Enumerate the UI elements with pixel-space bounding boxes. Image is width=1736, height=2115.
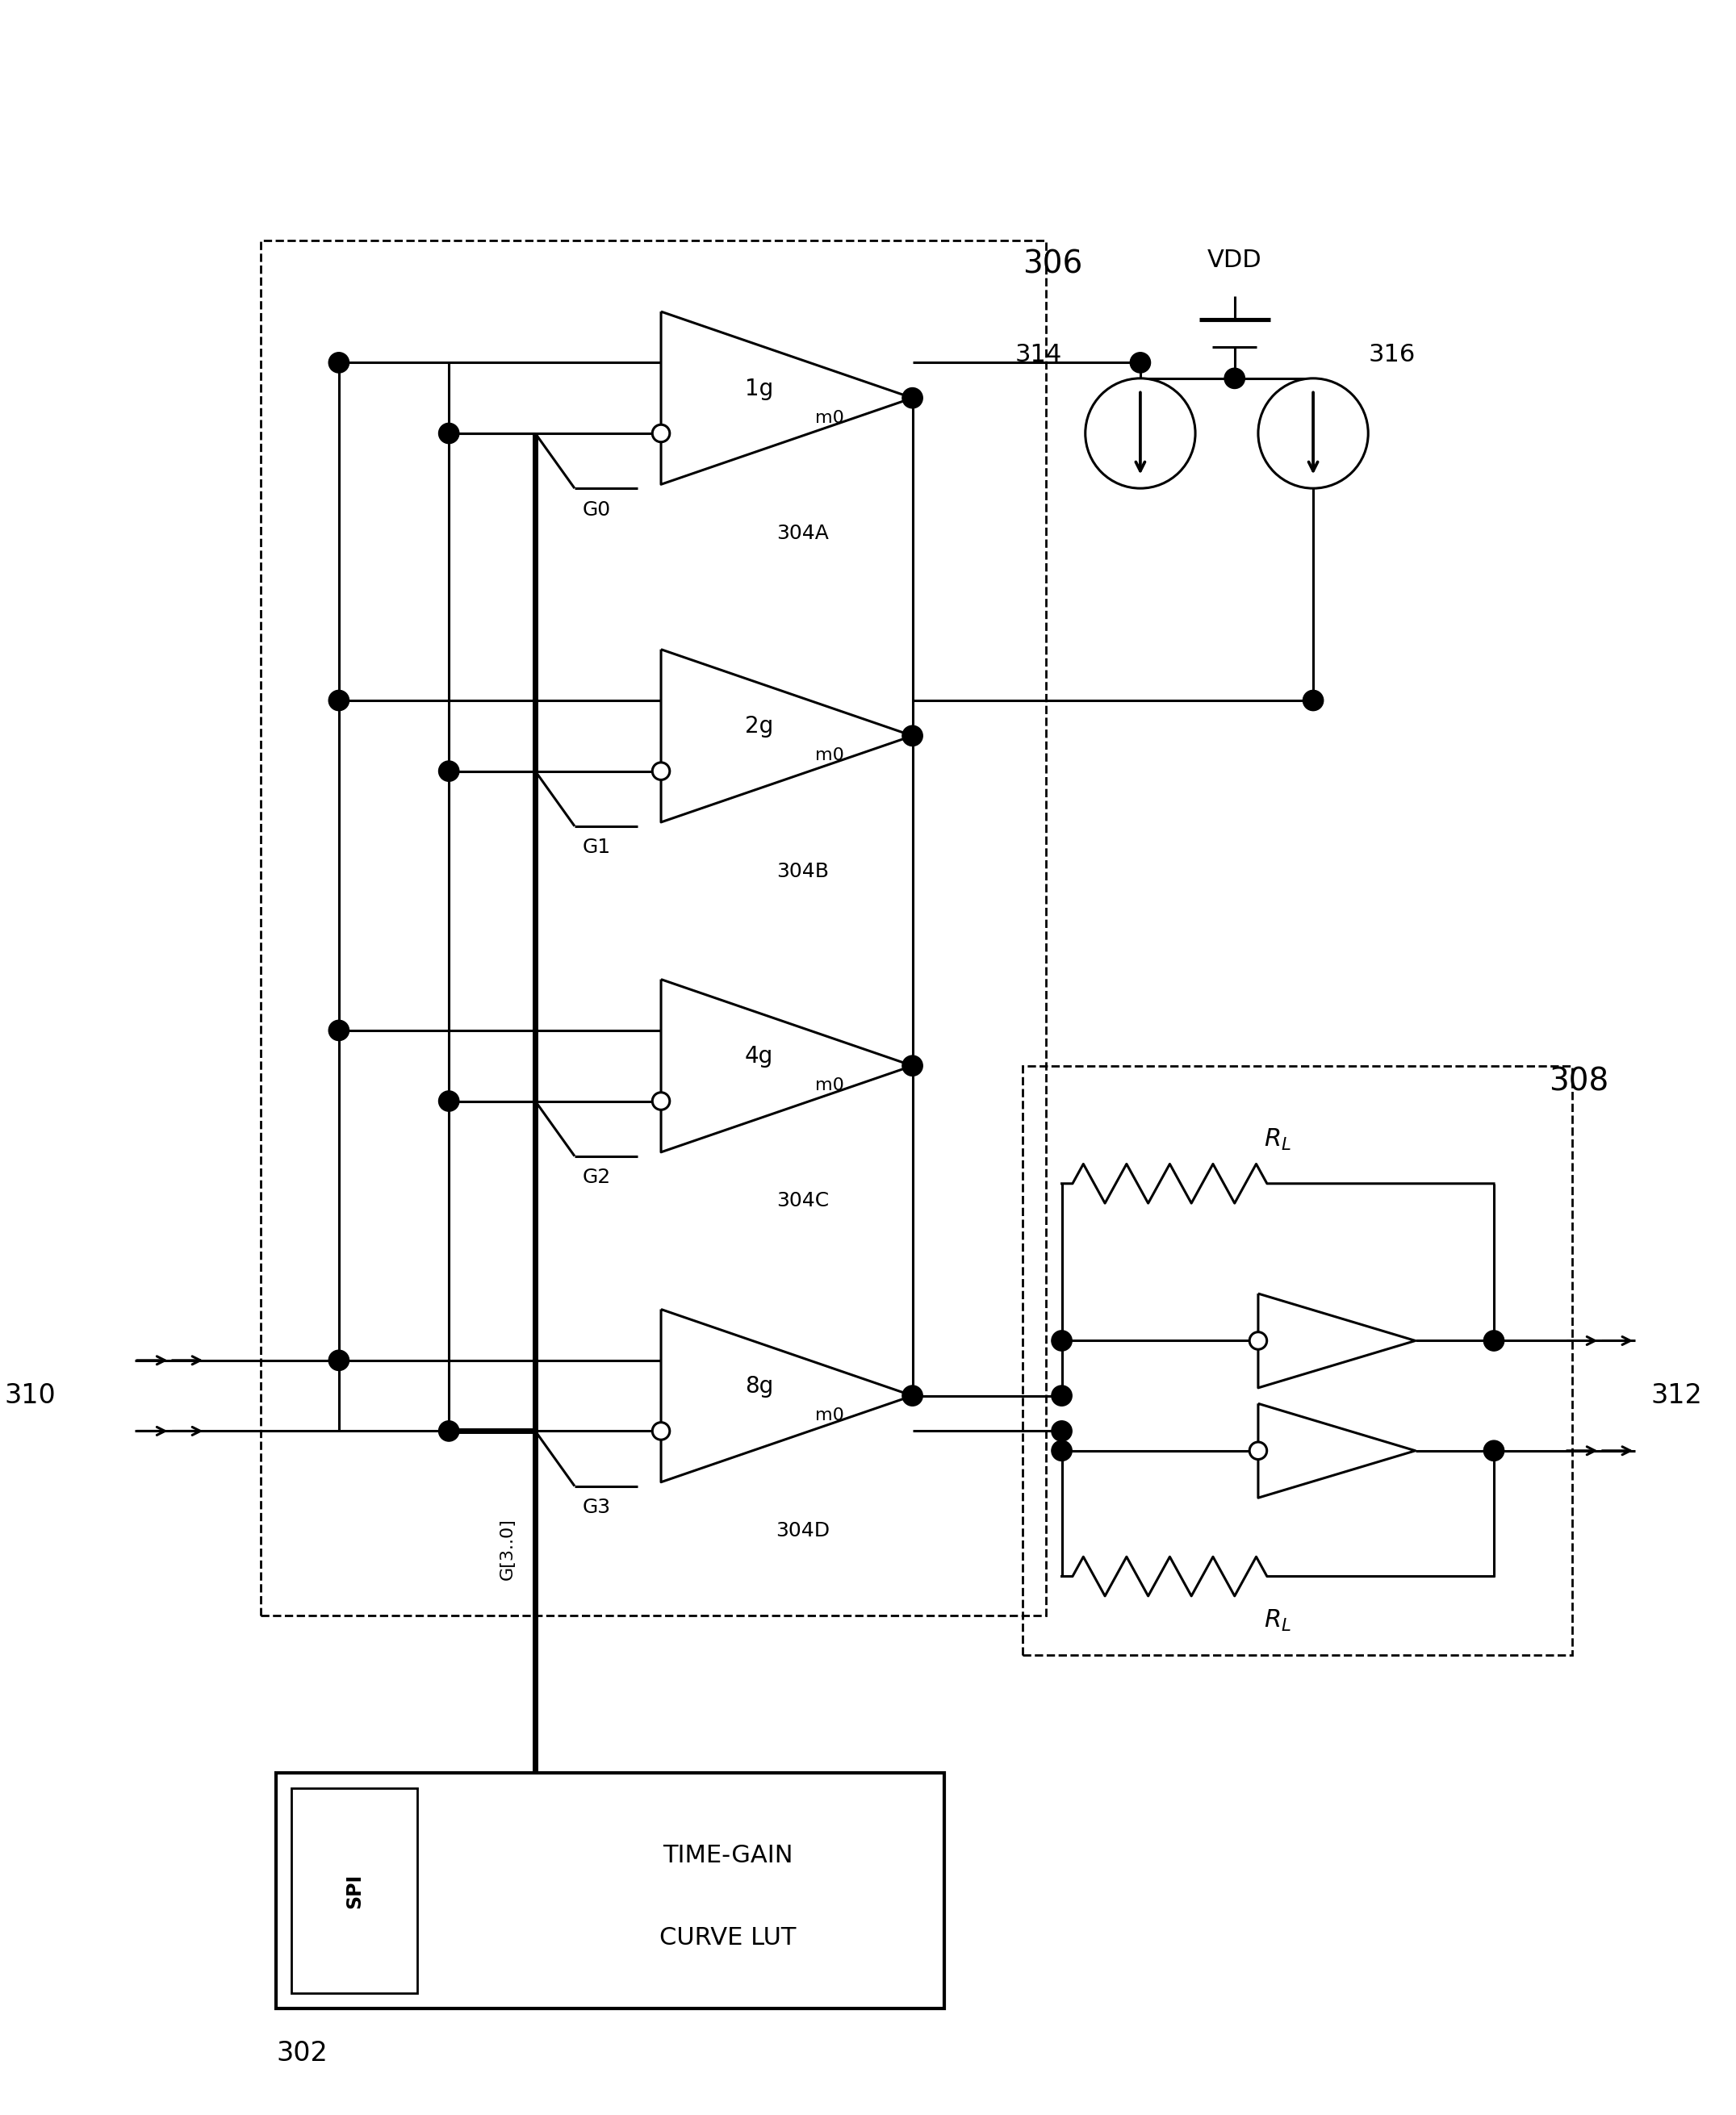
Text: 304A: 304A xyxy=(776,525,828,544)
Circle shape xyxy=(328,1019,349,1041)
Text: 304D: 304D xyxy=(776,1521,830,1540)
Text: m0: m0 xyxy=(816,410,844,425)
Circle shape xyxy=(1085,379,1196,489)
Circle shape xyxy=(1484,1330,1503,1351)
Circle shape xyxy=(439,423,458,444)
Circle shape xyxy=(653,425,670,442)
Text: G0: G0 xyxy=(583,499,611,520)
Circle shape xyxy=(904,728,922,744)
Circle shape xyxy=(328,353,349,372)
Bar xyxy=(292,1789,417,1992)
Text: G2: G2 xyxy=(583,1167,611,1187)
Circle shape xyxy=(653,1093,670,1110)
Circle shape xyxy=(1052,1421,1071,1440)
Circle shape xyxy=(904,1058,922,1074)
Text: $R_L$: $R_L$ xyxy=(1264,1607,1292,1633)
Text: 304C: 304C xyxy=(776,1191,828,1210)
Text: 302: 302 xyxy=(276,2039,328,2066)
Circle shape xyxy=(328,1349,349,1371)
Circle shape xyxy=(1052,1330,1071,1351)
Circle shape xyxy=(903,1055,922,1077)
Circle shape xyxy=(653,764,670,780)
Text: 1g: 1g xyxy=(745,376,774,400)
Text: m0: m0 xyxy=(816,747,844,764)
Circle shape xyxy=(1130,353,1151,372)
Circle shape xyxy=(653,1423,670,1440)
Circle shape xyxy=(1250,1442,1267,1459)
Bar xyxy=(1023,1066,1573,1654)
Circle shape xyxy=(904,389,922,406)
Text: $R_L$: $R_L$ xyxy=(1264,1127,1292,1153)
Text: 314: 314 xyxy=(1016,343,1062,366)
Circle shape xyxy=(1484,1440,1503,1461)
Text: VDD: VDD xyxy=(1207,250,1262,273)
Text: 4g: 4g xyxy=(745,1045,774,1068)
Text: SPI: SPI xyxy=(345,1874,365,1908)
Circle shape xyxy=(439,1421,458,1440)
Circle shape xyxy=(1259,379,1368,489)
Text: 312: 312 xyxy=(1651,1383,1703,1409)
Circle shape xyxy=(1304,689,1323,711)
Circle shape xyxy=(1052,1385,1071,1406)
Text: CURVE LUT: CURVE LUT xyxy=(660,1927,797,1950)
Text: G1: G1 xyxy=(583,838,611,857)
Text: 8g: 8g xyxy=(745,1375,774,1398)
Circle shape xyxy=(903,387,922,408)
Bar xyxy=(260,241,1047,1616)
Text: 310: 310 xyxy=(5,1383,56,1409)
Circle shape xyxy=(439,1091,458,1110)
Circle shape xyxy=(903,1385,922,1406)
Text: 2g: 2g xyxy=(745,715,774,738)
Text: m0: m0 xyxy=(816,1077,844,1093)
Circle shape xyxy=(439,761,458,780)
Circle shape xyxy=(328,689,349,711)
Text: 306: 306 xyxy=(1023,250,1083,279)
Circle shape xyxy=(1250,1332,1267,1349)
Circle shape xyxy=(904,1387,922,1404)
Text: 308: 308 xyxy=(1549,1066,1609,1098)
Text: m0: m0 xyxy=(816,1406,844,1423)
Circle shape xyxy=(903,725,922,747)
Text: TIME-GAIN: TIME-GAIN xyxy=(663,1844,793,1868)
Bar xyxy=(276,1772,944,2009)
Text: G3: G3 xyxy=(583,1497,611,1516)
Text: 304B: 304B xyxy=(776,861,828,880)
Circle shape xyxy=(1224,368,1245,389)
Text: G[3..0]: G[3..0] xyxy=(500,1519,516,1580)
Text: 316: 316 xyxy=(1368,343,1415,366)
Circle shape xyxy=(1052,1440,1071,1461)
